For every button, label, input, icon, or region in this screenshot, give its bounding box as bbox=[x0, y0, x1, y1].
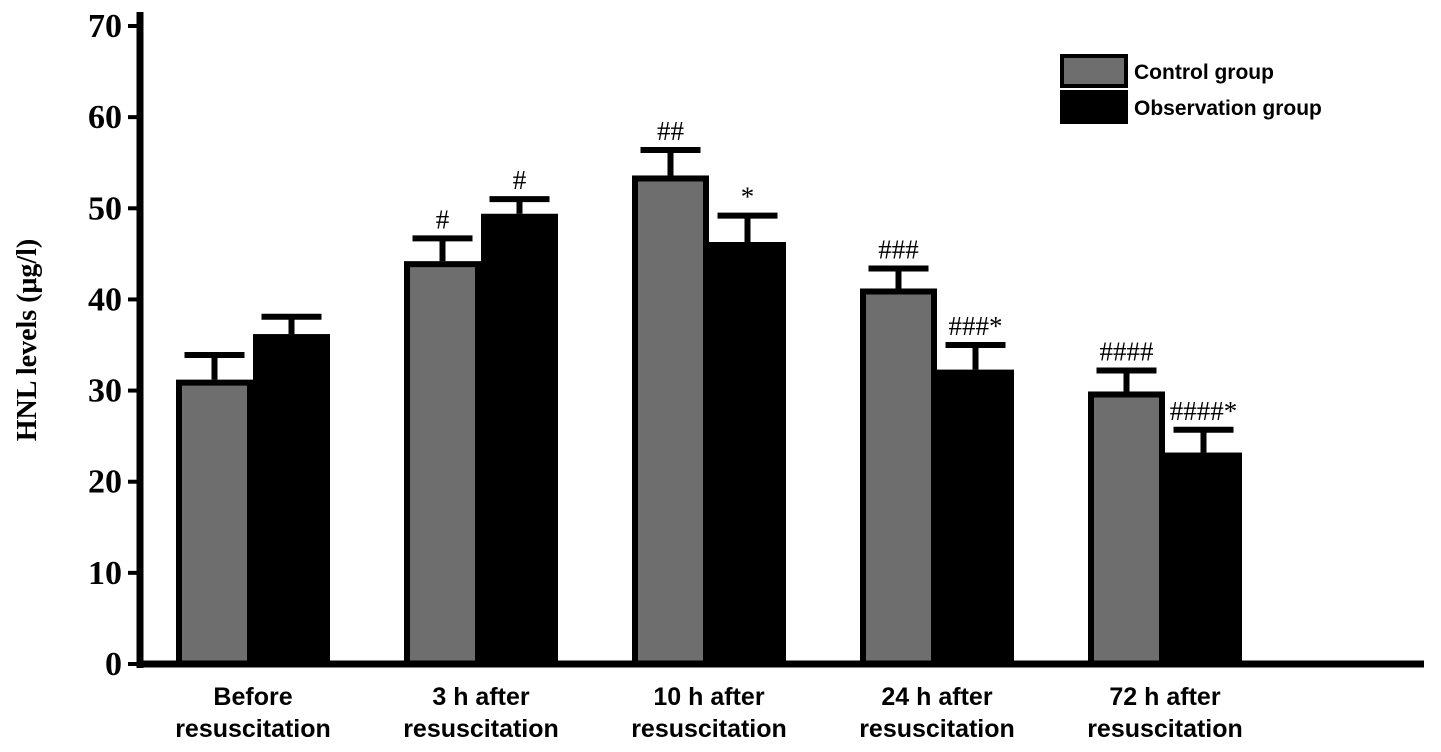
category-label: 10 h after resuscitation bbox=[631, 683, 787, 743]
axis-lines bbox=[136, 12, 1424, 668]
legend-swatch bbox=[1060, 90, 1128, 124]
bar-observation-group bbox=[709, 242, 786, 667]
significance-annotation: # bbox=[513, 165, 527, 195]
legend-swatch bbox=[1060, 54, 1128, 88]
y-tick-label: 10 bbox=[88, 555, 122, 592]
y-tick-label: 60 bbox=[88, 99, 122, 136]
bar-observation-group bbox=[1165, 452, 1242, 668]
bar-control-group bbox=[404, 261, 481, 667]
legend: Control group Observation group bbox=[1060, 54, 1322, 124]
bars: ####*######*########* bbox=[176, 116, 1242, 668]
significance-annotation: #### bbox=[1100, 337, 1155, 367]
bar-observation-group bbox=[937, 369, 1014, 667]
y-tick-label: 70 bbox=[88, 8, 122, 45]
y-tick-label: 0 bbox=[105, 646, 122, 683]
significance-annotation: ## bbox=[657, 116, 685, 146]
significance-annotation: # bbox=[436, 204, 450, 234]
x-axis-labels: Before resuscitation 3 h after resuscitatio… bbox=[175, 683, 1243, 743]
significance-annotation: * bbox=[741, 182, 755, 212]
legend-label: Control group bbox=[1134, 61, 1274, 84]
category-label: 24 h after resuscitation bbox=[859, 683, 1015, 743]
significance-annotation: ###* bbox=[949, 311, 1003, 341]
category-label: 3 h after resuscitation bbox=[403, 683, 559, 743]
bar-control-group bbox=[860, 288, 937, 667]
y-tick-label: 30 bbox=[88, 373, 122, 410]
significance-annotation: ### bbox=[878, 234, 919, 264]
bar-control-group bbox=[1088, 391, 1165, 667]
y-tick-label: 40 bbox=[88, 281, 122, 318]
y-axis-label: HNL levels (μg/l) bbox=[12, 239, 43, 442]
category-label: 72 h after resuscitation bbox=[1087, 683, 1243, 743]
legend-label: Observation group bbox=[1134, 97, 1322, 120]
y-tick-label: 50 bbox=[88, 190, 122, 227]
y-tick-label: 20 bbox=[88, 464, 122, 501]
bar-control-group bbox=[176, 379, 253, 667]
category-label: Before resuscitation bbox=[175, 683, 331, 743]
bar-observation-group bbox=[253, 334, 330, 667]
significance-annotation: ####* bbox=[1170, 396, 1238, 426]
y-axis: 0 10 20 30 40 50 60 70 bbox=[88, 8, 140, 683]
bar-observation-group bbox=[481, 213, 558, 668]
bar-control-group bbox=[632, 175, 709, 668]
